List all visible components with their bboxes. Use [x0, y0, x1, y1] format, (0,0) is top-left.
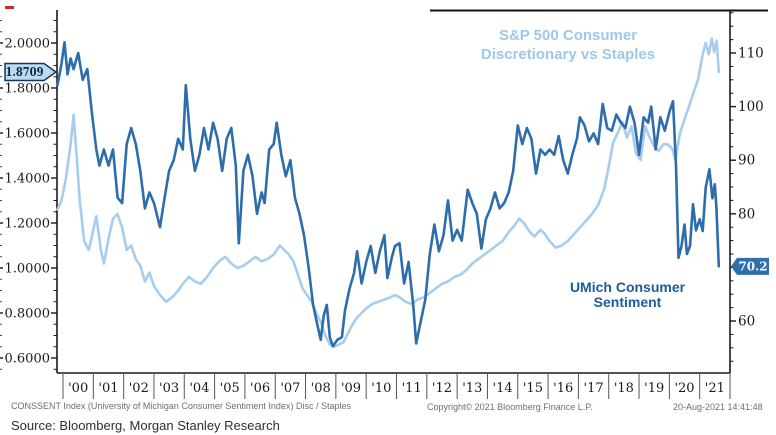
- svg-text:'10: '10: [371, 381, 391, 396]
- timestamp-text: 20-Aug-2021 14:41:48: [673, 402, 763, 412]
- svg-text:'16: '16: [553, 381, 573, 396]
- sentiment-series-label-line1: UMich Consumer: [569, 279, 686, 295]
- svg-text:'20: '20: [674, 381, 694, 396]
- svg-text:0.8000: 0.8000: [5, 307, 51, 322]
- ratio-series-label: S&P 500 Consumer Discretionary vs Staple…: [468, 26, 668, 64]
- svg-text:110: 110: [738, 46, 764, 62]
- plot-frame: [56, 9, 768, 374]
- svg-text:0.6000: 0.6000: [5, 352, 51, 367]
- svg-text:'08: '08: [311, 381, 331, 396]
- svg-text:'06: '06: [250, 381, 270, 396]
- svg-text:1.8000: 1.8000: [5, 82, 51, 97]
- last-value-badge-ratio: 1.8709: [4, 62, 58, 82]
- svg-text:'03: '03: [159, 381, 179, 396]
- svg-text:'11: '11: [402, 381, 422, 396]
- svg-text:'01: '01: [98, 381, 118, 396]
- svg-text:'12: '12: [432, 381, 452, 396]
- copyright-text: Copyright© 2021 Bloomberg Finance L.P.: [427, 402, 593, 412]
- y-axis-right: 110 100 90 80 60: [730, 12, 764, 362]
- last-value-badge-sentiment: 70.2: [731, 257, 769, 275]
- svg-text:2.0000: 2.0000: [5, 37, 51, 52]
- ratio-series-label-line2: Discretionary vs Staples: [480, 46, 656, 63]
- sentiment-series-line: [56, 40, 721, 348]
- svg-text:'07: '07: [280, 381, 300, 396]
- ratio-series-line: [56, 37, 721, 349]
- y-axis-left: 2.0000 1.8000 1.6000 1.4000 1.2000 1.0000 0.80…: [0, 20, 57, 370]
- index-description-text: CONSSENT Index (University of Michigan C…: [11, 401, 351, 411]
- svg-text:80: 80: [738, 206, 755, 222]
- svg-text:'00: '00: [68, 381, 88, 396]
- svg-text:'15: '15: [523, 381, 543, 396]
- svg-text:1.4000: 1.4000: [5, 172, 51, 187]
- svg-text:1.0000: 1.0000: [5, 262, 51, 277]
- red-mark-decoration: [5, 6, 14, 9]
- svg-text:1.8709: 1.8709: [6, 65, 44, 79]
- svg-text:'05: '05: [220, 381, 240, 396]
- svg-text:1.2000: 1.2000: [5, 217, 51, 232]
- svg-text:'04: '04: [189, 381, 209, 396]
- source-attribution-text: Source: Bloomberg, Morgan Stanley Resear…: [11, 418, 280, 433]
- svg-text:100: 100: [738, 99, 764, 115]
- ratio-series-label-line1: S&P 500 Consumer: [498, 27, 638, 44]
- svg-text:90: 90: [738, 153, 755, 169]
- svg-text:'14: '14: [493, 381, 513, 396]
- svg-text:'18: '18: [614, 381, 634, 396]
- svg-text:'09: '09: [341, 381, 361, 396]
- svg-text:'19: '19: [644, 381, 664, 396]
- svg-text:'21: '21: [705, 381, 725, 396]
- svg-text:'13: '13: [462, 381, 482, 396]
- svg-text:'02: '02: [129, 381, 149, 396]
- x-axis: '00 '01 '02 '03 '04 '05 '06 '07 '08 '09 '10 '11 '12 '…: [62, 373, 731, 399]
- svg-text:70.2: 70.2: [738, 260, 767, 274]
- svg-text:'17: '17: [584, 381, 604, 396]
- svg-text:60: 60: [738, 314, 755, 330]
- sentiment-series-label-line2: Sentiment: [593, 294, 662, 310]
- sentiment-series-label: UMich Consumer Sentiment: [545, 280, 710, 310]
- svg-text:1.6000: 1.6000: [5, 127, 51, 142]
